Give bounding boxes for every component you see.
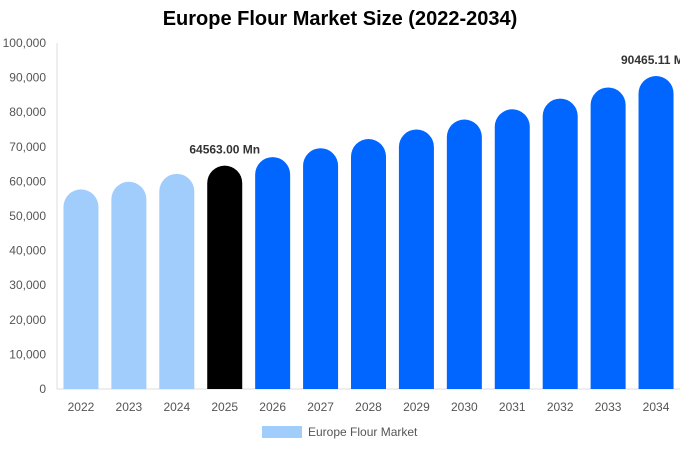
x-tick-label: 2032 [547,400,574,414]
y-tick-label: 100,000 [3,36,47,50]
bar-2025[interactable] [207,165,243,389]
y-tick-label: 80,000 [9,105,46,119]
x-tick-label: 2031 [499,400,526,414]
x-tick-label: 2023 [116,400,143,414]
bar-2024[interactable] [159,173,195,389]
y-tick-label: 60,000 [9,174,46,188]
bar-2028[interactable] [351,139,386,389]
y-tick-label: 70,000 [9,140,46,154]
x-tick-label: 2028 [355,400,382,414]
chart-title: Europe Flour Market Size (2022-2034) [162,8,518,30]
x-tick-label: 2027 [307,400,334,414]
bar-2033[interactable] [590,87,626,389]
bar-2029[interactable] [398,129,434,389]
x-tick-label: 2026 [259,400,286,414]
y-tick-label: 30,000 [9,278,46,292]
x-tick-label: 2024 [163,400,190,414]
bar-2027[interactable] [303,148,339,389]
data-label: 64563.00 Mn [189,143,260,157]
bar-2023[interactable] [111,181,147,389]
x-tick-label: 2022 [68,400,95,414]
y-tick-label: 90,000 [9,71,46,85]
bar-2034[interactable] [638,75,674,389]
bar-2031[interactable] [494,109,530,389]
data-label: 90465.11 Mn [621,53,680,67]
y-tick-label: 20,000 [9,313,46,327]
x-tick-label: 2034 [643,400,670,414]
y-tick-label: 0 [39,382,46,396]
legend-label: Europe Flour Market [308,425,418,439]
legend-swatch [262,426,302,438]
bar-2026[interactable] [255,157,291,389]
y-tick-label: 10,000 [9,347,46,361]
x-tick-label: 2030 [451,400,478,414]
y-tick-label: 40,000 [9,244,46,258]
y-tick-label: 50,000 [9,209,46,223]
x-tick-label: 2029 [403,400,430,414]
x-tick-label: 2033 [595,400,622,414]
bar-2032[interactable] [542,98,578,389]
x-tick-label: 2025 [211,400,238,414]
bar-2022[interactable] [63,189,99,389]
legend[interactable]: Europe Flour Market [262,425,417,439]
bar-2030[interactable] [446,119,482,389]
